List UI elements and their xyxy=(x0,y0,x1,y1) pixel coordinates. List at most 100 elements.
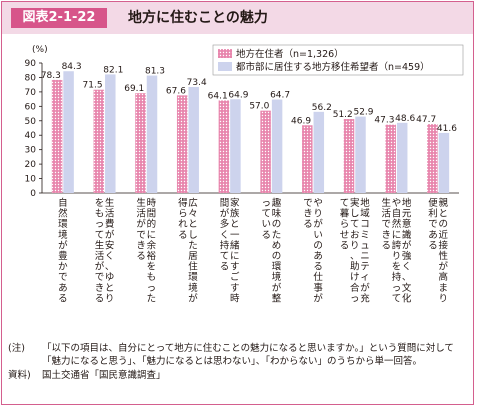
category-label-char: た xyxy=(147,293,157,304)
bar-urban xyxy=(313,111,325,193)
category-label-char: 元 xyxy=(402,209,412,220)
category-label-char: で xyxy=(381,219,391,230)
category-label-char: て xyxy=(350,219,360,230)
category-label-char: 一 xyxy=(230,230,240,241)
y-tick-label: 10 xyxy=(25,175,37,185)
category-label-char: の xyxy=(272,219,282,230)
category-label-char: き xyxy=(303,209,313,220)
category-label-char: が xyxy=(105,229,115,241)
category-label-char: る xyxy=(95,293,105,304)
bar-rural xyxy=(93,89,105,193)
note-label: (注) xyxy=(8,343,25,354)
data-label: 64.9 xyxy=(228,90,248,100)
category-label-char: 然 xyxy=(392,218,402,230)
category-label-char: ま xyxy=(438,283,448,294)
bar-urban xyxy=(230,99,241,193)
data-label: 56.2 xyxy=(312,103,332,113)
legend-swatch-rural xyxy=(218,49,232,58)
category-label-char: 性 xyxy=(438,250,448,262)
category-label-char: き xyxy=(95,283,105,294)
category-label-char: あ xyxy=(58,283,68,294)
category-label-char: が xyxy=(95,261,105,273)
category-label-char: 間 xyxy=(220,198,230,209)
category-label-char: 強 xyxy=(402,250,412,262)
category-label-char: が xyxy=(136,218,146,230)
bar-urban xyxy=(63,71,74,193)
category-label-char: ュ xyxy=(360,240,370,251)
category-label-char: る xyxy=(313,262,323,273)
category-label-char: っ xyxy=(392,283,402,294)
category-label-char: コ xyxy=(360,219,370,230)
category-label-char: も xyxy=(147,272,157,283)
bar-urban xyxy=(146,75,158,193)
category-label-char: あ xyxy=(428,230,438,241)
category-label-char: 環 xyxy=(272,262,282,273)
bar-rural xyxy=(302,125,313,193)
category-label-char: 生 xyxy=(136,197,146,209)
category-label-char: り xyxy=(438,293,448,304)
category-label-char: や xyxy=(392,198,402,209)
category-label-char: て xyxy=(261,209,271,220)
category-label-char: に xyxy=(230,251,240,262)
category-label-char: 境 xyxy=(272,271,282,283)
category-label-char: に xyxy=(392,230,402,241)
category-label-char: ゆ xyxy=(105,272,115,283)
category-label-char: ニ xyxy=(360,251,370,262)
category-label-char: 便 xyxy=(428,197,438,209)
category-label-char: る xyxy=(381,240,391,251)
category-label-char: と xyxy=(105,283,115,294)
category-label-char: る xyxy=(428,240,438,251)
category-label-char: り xyxy=(313,209,323,220)
category-label-char: 味 xyxy=(272,208,282,220)
category-label-char: 助 xyxy=(350,261,360,273)
category-label-char: す xyxy=(230,283,240,294)
data-label: 67.6 xyxy=(166,86,186,96)
category-label-char: 間 xyxy=(147,209,157,220)
category-label-char: 整 xyxy=(272,292,282,304)
category-label-char: 得 xyxy=(178,197,188,209)
category-label-char: し xyxy=(188,230,198,241)
data-label: 41.6 xyxy=(437,124,457,134)
category-label-char: 活 xyxy=(105,208,115,220)
source-label: 資料) xyxy=(8,370,31,381)
category-label-char: テ xyxy=(360,262,370,273)
bar-urban xyxy=(271,99,283,193)
y-tick-label: 60 xyxy=(25,102,37,112)
category-label-char: が xyxy=(220,208,230,220)
category-label-char: り xyxy=(392,251,402,262)
category-label-char: 時 xyxy=(147,198,157,209)
category-label-char: 合 xyxy=(350,282,360,294)
y-tick-label: 70 xyxy=(25,88,37,98)
category-label-char: と xyxy=(188,219,198,230)
category-label-char: 接 xyxy=(438,239,448,251)
category-label-char: 、 xyxy=(350,251,360,262)
category-label-char: す xyxy=(230,262,240,273)
legend-label-rural: 地方在住者（n=1,326） xyxy=(236,48,344,60)
y-tick-label: 80 xyxy=(25,73,37,83)
category-label-char: 費 xyxy=(105,218,115,230)
category-label-char: で xyxy=(136,230,146,241)
data-label: 46.9 xyxy=(291,116,311,126)
category-label-char: め xyxy=(272,240,282,251)
category-label-char: っ xyxy=(95,219,105,230)
category-label-char: き xyxy=(381,230,391,241)
data-label: 47.7 xyxy=(416,115,436,125)
y-tick-label: 0 xyxy=(30,189,36,199)
category-label-char: が xyxy=(188,292,198,304)
y-tick-label: 40 xyxy=(25,131,37,141)
category-label-char: っ xyxy=(350,293,360,304)
y-tick-label: 30 xyxy=(25,146,37,156)
category-label-char: 余 xyxy=(147,239,157,251)
category-label-char: 事 xyxy=(313,282,323,294)
category-label-char: ご xyxy=(230,271,240,283)
category-label-char: で xyxy=(428,219,438,230)
bar-urban xyxy=(105,74,116,193)
bar-rural xyxy=(176,95,188,193)
category-label-char: る xyxy=(136,251,146,262)
data-label: 82.1 xyxy=(103,65,123,75)
category-label-char: る xyxy=(58,293,68,304)
category-label-char: も xyxy=(95,209,105,220)
data-label: 64.1 xyxy=(208,91,228,101)
category-label-char: 持 xyxy=(220,239,230,251)
legend-box xyxy=(212,44,464,76)
